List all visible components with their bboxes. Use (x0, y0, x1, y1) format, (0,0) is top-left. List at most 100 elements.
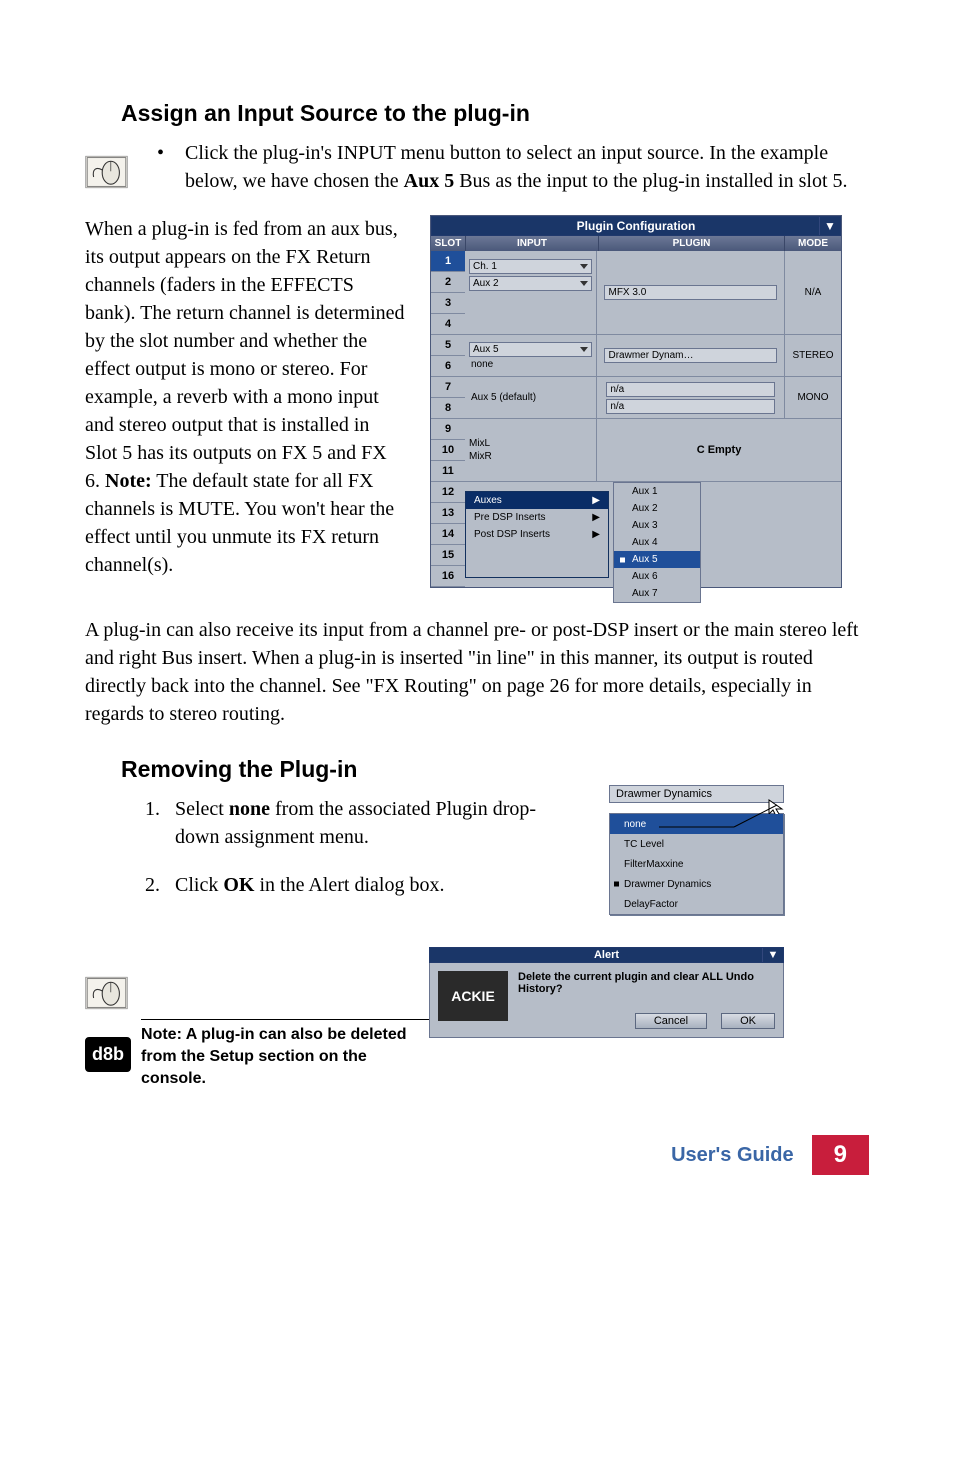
step-number: 1. (145, 795, 175, 851)
text: Bus as the input to the plug-in installe… (454, 170, 847, 192)
drawmer-menu: none TC Level FilterMaxxine Drawmer Dyna… (609, 813, 784, 915)
menu-pre[interactable]: Pre DSP Inserts▶ (466, 509, 608, 526)
input-none: none (469, 359, 592, 370)
plugin-dd-na2[interactable]: n/a (606, 399, 774, 414)
text-bold: OK (223, 874, 254, 896)
slot-13[interactable]: 13 (431, 503, 465, 524)
block-9-11: MixL MixR C Empty (465, 419, 841, 482)
text-bold: Note: (105, 470, 152, 492)
menu-post[interactable]: Post DSP Inserts▶ (466, 526, 608, 543)
submenu-aux3[interactable]: Aux 3 (614, 517, 700, 534)
main-column: Ch. 1 Aux 2 MFX 3.0 N/A (465, 251, 841, 587)
d8b-badge-icon: d8b (85, 1037, 131, 1072)
slot-9[interactable]: 9 (431, 419, 465, 440)
panel-title: Plugin Configuration ▼ (431, 216, 841, 236)
input-dd-aux5[interactable]: Aux 5 (469, 342, 592, 357)
panel-headers: SLOT INPUT PLUGIN MODE (431, 236, 841, 251)
slot-16[interactable]: 16 (431, 566, 465, 587)
slot-5[interactable]: 5 (431, 335, 465, 356)
input-mixr: MixR (469, 451, 592, 462)
plugin-dd-na1[interactable]: n/a (606, 382, 774, 397)
block-7-8: Aux 5 (default) n/a n/a MONO (465, 377, 841, 419)
item-label: FilterMaxxine (624, 859, 683, 870)
text-bold: none (229, 798, 270, 820)
slot-1[interactable]: 1 (431, 251, 465, 272)
plugin-config-figure: Plugin Configuration ▼ SLOT INPUT PLUGIN… (430, 215, 869, 588)
item-label: DelayFactor (624, 899, 678, 910)
slot-10[interactable]: 10 (431, 440, 465, 461)
submenu-label: Aux 6 (632, 571, 658, 582)
slot-2[interactable]: 2 (431, 272, 465, 293)
alert-body: ACKIE Delete the current plugin and clea… (429, 963, 784, 1038)
block-12-16: Auxes▶ Pre DSP Inserts▶ Post DSP Inserts… (465, 482, 841, 587)
submenu-aux5[interactable]: Aux 5 (614, 551, 700, 568)
text: Click (175, 874, 223, 896)
submenu-aux1[interactable]: Aux 1 (614, 483, 700, 500)
slot-12[interactable]: 12 (431, 482, 465, 503)
heading-assign-input: Assign an Input Source to the plug-in (121, 100, 869, 127)
slot-column: 1 2 3 4 5 6 7 8 9 10 11 12 13 14 (431, 251, 465, 587)
ok-button[interactable]: OK (721, 1013, 775, 1029)
chevron-right-icon: ▶ (592, 512, 600, 523)
submenu-aux7[interactable]: Aux 7 (614, 585, 700, 602)
drawmer-button[interactable]: Drawmer Dynamics (609, 785, 784, 803)
mode-cell-mono: MONO (785, 377, 841, 418)
drawmer-figure: Drawmer Dynamics none TC Level FilterMax… (609, 785, 784, 915)
page-number: 9 (812, 1135, 869, 1175)
aux-menu: Auxes▶ Pre DSP Inserts▶ Post DSP Inserts… (465, 491, 609, 578)
mode-cell-stereo: STEREO (785, 335, 841, 376)
middle-paragraph: A plug-in can also receive its input fro… (85, 616, 869, 728)
slot-14[interactable]: 14 (431, 524, 465, 545)
menu-label: Auxes (474, 495, 502, 506)
drawmer-item-tc[interactable]: TC Level (610, 834, 783, 854)
alert-title: Alert ▼ (429, 947, 784, 963)
submenu-aux4[interactable]: Aux 4 (614, 534, 700, 551)
dd-label: Aux 5 (473, 344, 499, 355)
item-label: none (624, 819, 646, 830)
submenu-aux2[interactable]: Aux 2 (614, 500, 700, 517)
plugin-dd-drawmer[interactable]: Drawmer Dynam… (604, 348, 776, 363)
submenu-label: Aux 4 (632, 537, 658, 548)
submenu-label: Aux 1 (632, 486, 658, 497)
header-mode: MODE (784, 236, 841, 251)
submenu-aux6[interactable]: Aux 6 (614, 568, 700, 585)
dd-label: n/a (610, 384, 624, 395)
input-dd-aux2[interactable]: Aux 2 (469, 276, 592, 291)
item-label: TC Level (624, 839, 664, 850)
slot-3[interactable]: 3 (431, 293, 465, 314)
drawmer-item-drawmer[interactable]: Drawmer Dynamics (610, 874, 783, 894)
slot-11[interactable]: 11 (431, 461, 465, 482)
panel-grid: 1 2 3 4 5 6 7 8 9 10 11 12 13 14 (431, 251, 841, 587)
drawmer-item-none[interactable]: none (610, 814, 783, 834)
slot-8[interactable]: 8 (431, 398, 465, 419)
slot-4[interactable]: 4 (431, 314, 465, 335)
submenu-label: Aux 7 (632, 588, 658, 599)
panel-title-text: Plugin Configuration (577, 219, 696, 233)
plugin-cell-1-4: MFX 3.0 (597, 251, 785, 334)
plugin-cell-5-6: Drawmer Dynam… (597, 335, 785, 376)
alert-message: Delete the current plugin and clear ALL … (518, 971, 775, 995)
step-number: 2. (145, 871, 175, 899)
slot-7[interactable]: 7 (431, 377, 465, 398)
chevron-down-icon (580, 347, 588, 352)
drawmer-item-delay[interactable]: DelayFactor (610, 894, 783, 914)
drawmer-item-filter[interactable]: FilterMaxxine (610, 854, 783, 874)
plugin-dd-mfx[interactable]: MFX 3.0 (604, 285, 776, 300)
menu-auxes[interactable]: Auxes▶ (466, 492, 608, 509)
input-default: Aux 5 (default) (469, 392, 592, 403)
text-bold: Aux 5 (404, 170, 455, 192)
panel-drop-icon[interactable]: ▼ (762, 948, 783, 962)
menu-label: Post DSP Inserts (474, 529, 550, 540)
bullet-text: Click the plug-in's INPUT menu button to… (185, 139, 869, 195)
header-plugin: PLUGIN (599, 236, 784, 251)
panel-drop-icon[interactable]: ▼ (819, 217, 840, 235)
plugin-cell-empty: C Empty (597, 419, 841, 481)
cancel-button[interactable]: Cancel (635, 1013, 707, 1029)
bullet-assign: • Click the plug-in's INPUT menu button … (157, 139, 869, 195)
dd-label: Ch. 1 (473, 261, 497, 272)
note-text: Note: A plug-in can also be deleted from… (141, 1019, 431, 1090)
menu-blank-2 (466, 560, 608, 577)
slot-15[interactable]: 15 (431, 545, 465, 566)
slot-6[interactable]: 6 (431, 356, 465, 377)
input-dd-ch1[interactable]: Ch. 1 (469, 259, 592, 274)
